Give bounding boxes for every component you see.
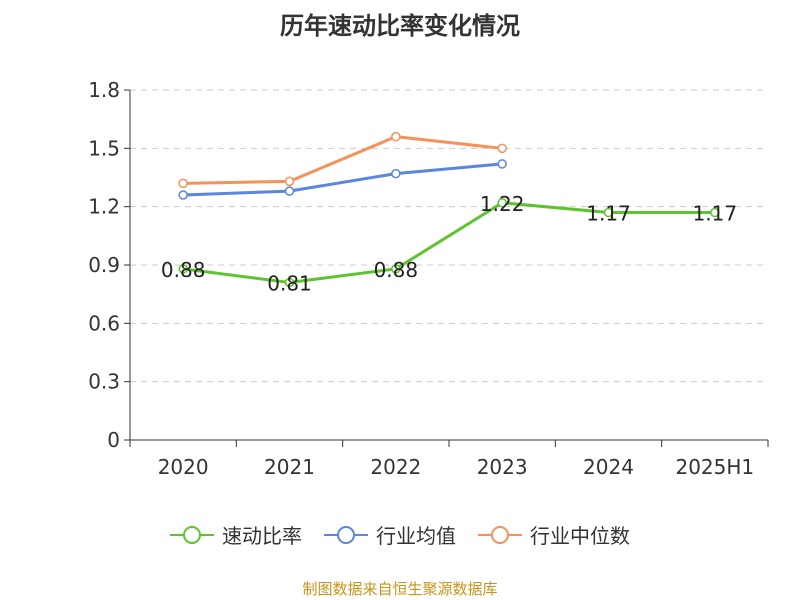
data-point: [178, 264, 188, 274]
data-point: [284, 186, 295, 196]
y-tick-label: 1.2: [88, 195, 120, 219]
data-point: [391, 168, 401, 179]
data-label: 1.17: [693, 202, 738, 226]
y-tick-label: 0.6: [88, 311, 120, 335]
data-label: 0.81: [267, 272, 312, 296]
legend-marker-icon: [478, 525, 522, 544]
legend: 速动比率 行业均值 行业中位数: [0, 520, 800, 549]
y-tick-label: 0: [107, 428, 120, 452]
data-label: 1.22: [480, 192, 525, 216]
series-line: [183, 162, 503, 197]
legend-item-industry-mean[interactable]: 行业均值: [324, 520, 456, 549]
legend-marker-icon: [324, 525, 368, 544]
data-point: [284, 277, 295, 288]
y-tick-label: 1.8: [88, 78, 120, 102]
series-lines: [178, 131, 720, 288]
x-tick-label: 2023: [477, 455, 528, 479]
legend-label: 行业均值: [376, 524, 456, 548]
x-tick-label: 2022: [370, 455, 421, 479]
data-label: 0.88: [374, 258, 419, 282]
data-label: 1.17: [586, 202, 631, 226]
x-tick-label: 2025H1: [675, 455, 754, 479]
x-tick-label: 2020: [158, 455, 209, 479]
data-labels: 0.88 0.81 0.88 1.22 1.17 1.17: [161, 192, 737, 296]
data-point: [603, 207, 614, 218]
data-point: [178, 178, 188, 189]
data-point: [178, 190, 188, 200]
x-tick-label: 2024: [583, 455, 634, 479]
chart-title: 历年速动比率变化情况: [280, 12, 520, 40]
data-point: [284, 176, 295, 187]
data-point: [710, 207, 720, 218]
legend-item-industry-median[interactable]: 行业中位数: [478, 520, 630, 549]
data-label: 0.88: [161, 258, 206, 282]
data-point: [497, 198, 507, 208]
data-point: [497, 159, 507, 169]
legend-label: 速动比率: [222, 524, 302, 548]
axes: 0 0.3 0.6 0.9 1.2 1.5 1.8 2020 2021 2022 2023 2024 2…: [88, 78, 769, 479]
legend-item-quick-ratio[interactable]: 速动比率: [170, 520, 302, 549]
series-line: [182, 201, 715, 284]
legend-label: 行业中位数: [530, 524, 630, 548]
data-point: [391, 264, 401, 274]
data-point: [497, 143, 507, 154]
y-tick-label: 0.3: [88, 370, 120, 394]
legend-marker-icon: [170, 525, 214, 544]
grid-lines: [130, 89, 768, 383]
y-tick-label: 0.9: [88, 253, 120, 277]
data-point: [391, 131, 401, 142]
source-note: 制图数据来自恒生聚源数据库: [302, 580, 498, 598]
x-tick-label: 2021: [264, 455, 315, 479]
series-line: [183, 135, 503, 185]
y-tick-label: 1.5: [88, 136, 120, 160]
